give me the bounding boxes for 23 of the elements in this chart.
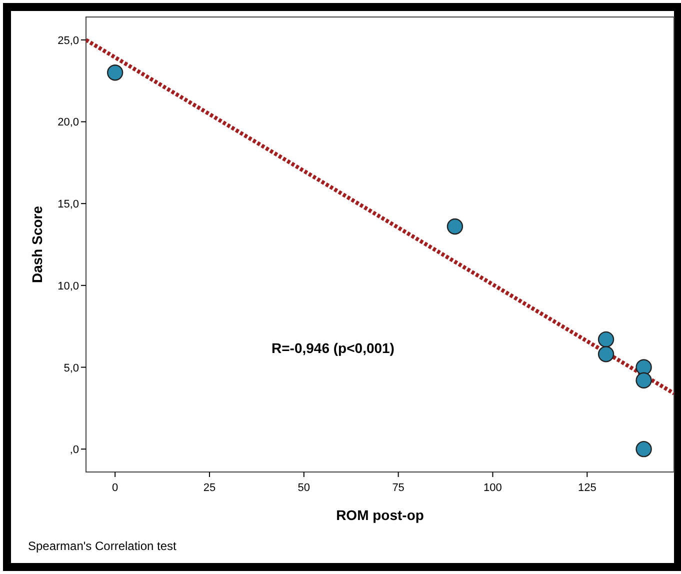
y-tick-label: 5,0: [64, 362, 79, 374]
y-tick-label: 15,0: [58, 198, 79, 211]
point: [636, 440, 652, 458]
y-tick-label: 20,0: [58, 116, 79, 129]
y-axis-title: Dash Score: [29, 206, 45, 284]
x-axis-title: ROM post-op: [336, 507, 424, 523]
y-tick-label: 25,0: [58, 34, 79, 47]
annotation: R=-0,946 (p<0,001): [272, 340, 394, 356]
text: Spearman's Correlation test: [28, 539, 178, 553]
x-tick-label: 50: [298, 482, 310, 494]
x-tick-label: 75: [392, 482, 404, 494]
y-tick-label: 10,0: [58, 280, 79, 292]
point: [446, 218, 464, 235]
y-tick-label: ,0: [70, 444, 79, 456]
x-tick-label: 125: [578, 482, 596, 494]
point: [106, 64, 124, 81]
x-tick-label: 100: [484, 482, 502, 494]
point: [598, 331, 614, 348]
point: [636, 359, 652, 376]
point: [598, 346, 614, 362]
x-tick-label: 25: [203, 482, 216, 494]
x-tick-label: 0: [112, 482, 118, 494]
point: [636, 372, 652, 388]
